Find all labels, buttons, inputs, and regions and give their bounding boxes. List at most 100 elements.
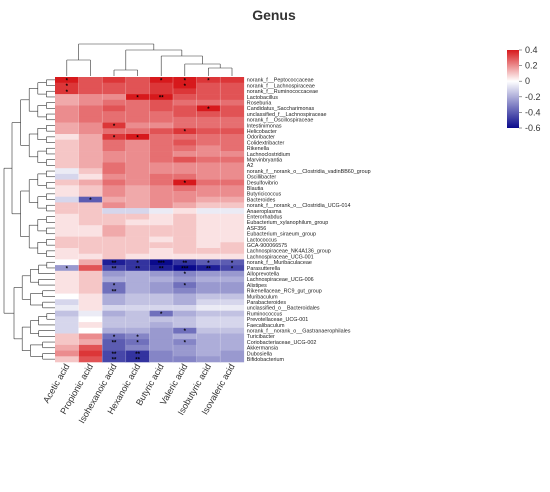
heatmap-cell xyxy=(55,259,79,266)
significance-star: ** xyxy=(112,289,117,295)
heatmap-cell xyxy=(78,356,103,363)
heatmap-cell xyxy=(149,310,174,317)
heatmap-cell xyxy=(125,168,150,175)
heatmap-cell xyxy=(173,213,197,220)
heatmap-cell xyxy=(196,151,221,158)
heatmap-cell xyxy=(149,293,174,300)
heatmap-cell xyxy=(196,230,221,237)
row-label: Dubosiella xyxy=(247,351,272,357)
heatmap-cell xyxy=(55,322,79,329)
heatmap-cell xyxy=(220,82,245,89)
row-label: Lachnoclostridium xyxy=(247,152,291,158)
significance-star: ** xyxy=(112,352,117,358)
significance-star: ** xyxy=(159,267,164,273)
heatmap-cell xyxy=(102,293,127,300)
heatmap-cell xyxy=(173,99,197,106)
heatmap-cell xyxy=(55,151,79,158)
heatmap-cell xyxy=(125,236,150,243)
heatmap-cell xyxy=(55,111,79,118)
heatmap-cell xyxy=(220,168,245,175)
row-label: Lactococcus xyxy=(247,237,277,243)
row-label: Helicobacter xyxy=(247,129,277,135)
heatmap-cell xyxy=(196,111,221,118)
heatmap-cell xyxy=(102,259,127,266)
significance-star: ** xyxy=(159,96,164,102)
heatmap-cell xyxy=(196,94,221,101)
heatmap-cell xyxy=(125,151,150,158)
heatmap-cell xyxy=(173,219,197,226)
heatmap-cell xyxy=(125,219,150,226)
heatmap-cell xyxy=(102,287,127,294)
heatmap-cell xyxy=(220,145,245,152)
heatmap-cell xyxy=(55,339,79,346)
heatmap-cell xyxy=(220,88,245,95)
heatmap-cell xyxy=(125,111,150,118)
heatmap-cell xyxy=(125,259,150,266)
heatmap-cell xyxy=(125,179,150,186)
heatmap-cell xyxy=(173,265,197,272)
heatmap-cell xyxy=(149,230,174,237)
heatmap-cell xyxy=(125,356,150,363)
heatmap-cell xyxy=(173,339,197,346)
heatmap-cell xyxy=(196,339,221,346)
heatmap-cell xyxy=(149,322,174,329)
heatmap-cell xyxy=(220,248,245,254)
heatmap-cell xyxy=(102,333,127,340)
row-label: unclassified_o__Bacteroidales xyxy=(247,306,320,312)
heatmap-cell xyxy=(173,293,197,300)
heatmap-cell xyxy=(125,82,150,89)
heatmap-cell xyxy=(102,310,127,317)
heatmap-cell xyxy=(102,213,127,220)
significance-star: ** xyxy=(135,358,140,364)
significance-star: * xyxy=(231,267,234,273)
heatmap-cell xyxy=(78,287,103,294)
heatmap-cell xyxy=(102,145,127,152)
heatmap-cell xyxy=(55,305,79,311)
heatmap-cell xyxy=(220,105,245,112)
heatmap-cell xyxy=(196,225,221,232)
colorbar-tick-label: 0.2 xyxy=(525,61,538,71)
heatmap-cell xyxy=(196,219,221,226)
heatmap-cell xyxy=(173,111,197,118)
heatmap-cell xyxy=(196,196,221,203)
heatmap-cell xyxy=(55,202,79,209)
heatmap-cell xyxy=(125,88,150,95)
row-label: Faecalibaculum xyxy=(247,323,285,329)
row-label: Rikenellaceae_RC9_gut_group xyxy=(247,289,322,295)
heatmap-cell xyxy=(102,270,127,277)
row-label: norank_f__norank_o__Gastranaerophilales xyxy=(247,329,351,335)
heatmap-cell xyxy=(196,202,221,209)
row-label: norank_f__norank_o__Clostridia_vadinBB60… xyxy=(247,169,371,175)
row-label: Muribaculum xyxy=(247,294,278,300)
heatmap-cell xyxy=(220,265,245,272)
row-label: Colidextribacter xyxy=(247,140,285,146)
heatmap-cell xyxy=(125,322,150,329)
significance-star: * xyxy=(207,107,210,113)
heatmap-cell xyxy=(102,322,127,329)
row-label: unclassified_f__Lachnospiraceae xyxy=(247,112,327,118)
heatmap-cell xyxy=(78,293,103,300)
colorbar xyxy=(507,50,519,128)
heatmap-cell xyxy=(196,191,221,197)
heatmap-cell xyxy=(220,185,245,192)
heatmap-cell xyxy=(173,276,197,283)
heatmap-cell xyxy=(125,191,150,197)
heatmap-cell xyxy=(55,344,79,351)
heatmap-cell xyxy=(149,139,174,146)
heatmap-cell xyxy=(220,196,245,203)
heatmap-cell xyxy=(196,293,221,300)
heatmap-cell xyxy=(55,116,79,123)
heatmap-cell xyxy=(196,208,221,215)
heatmap-cell xyxy=(78,236,103,243)
heatmap-cell xyxy=(102,202,127,209)
row-label: Turicibacter xyxy=(247,334,275,340)
chart-title: Genus xyxy=(252,7,296,23)
heatmap-cell xyxy=(173,128,197,135)
significance-star: * xyxy=(66,267,69,273)
significance-star: * xyxy=(207,261,210,267)
heatmap-cell xyxy=(125,230,150,237)
heatmap-cell xyxy=(102,191,127,197)
significance-star: * xyxy=(66,84,69,90)
heatmap-cell xyxy=(149,248,174,254)
row-label: Lachnospiraceae_NK4A136_group xyxy=(247,249,331,255)
